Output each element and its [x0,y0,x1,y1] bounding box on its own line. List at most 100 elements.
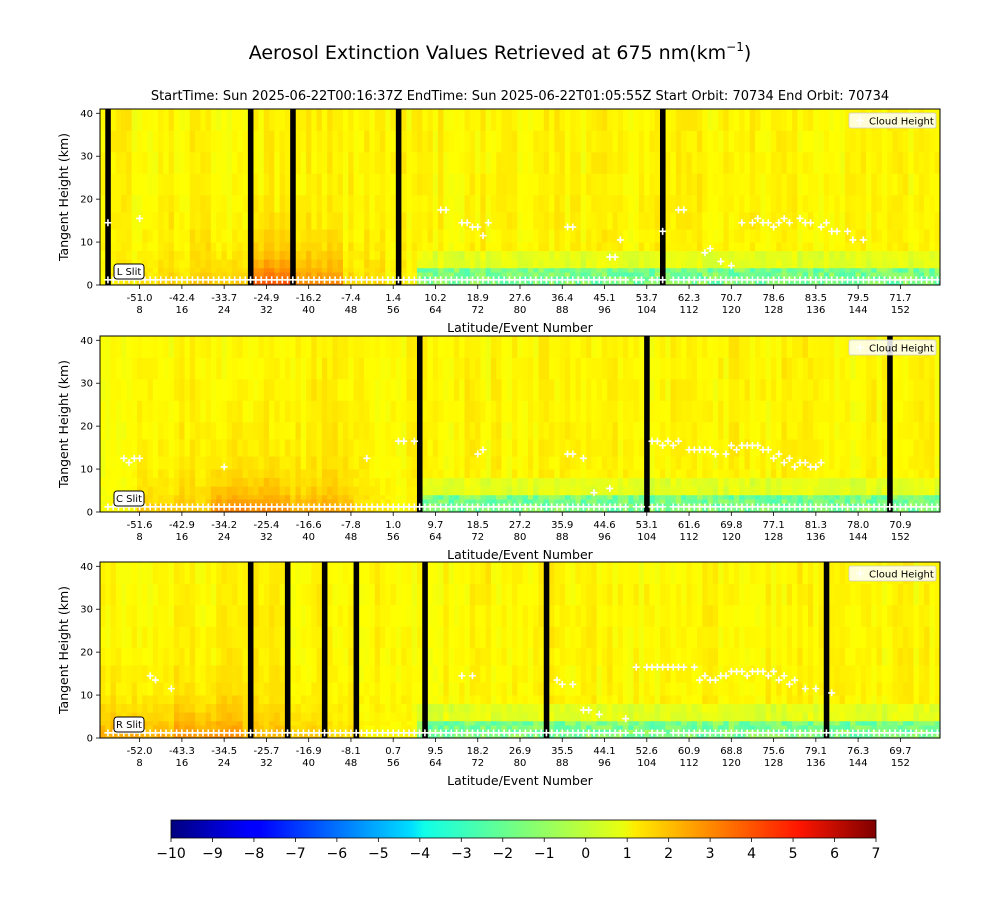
colorbar-tick-label: −6 [327,846,348,862]
x-tick-event: 64 [429,305,442,316]
y-tick-label: 0 [87,734,93,745]
heatmap-cells [100,562,941,739]
y-tick-label: 30 [80,605,93,616]
x-tick-event: 120 [722,532,741,543]
cloud-height-marker [727,262,735,270]
colorbar-tick-label: 4 [747,846,756,862]
cloud-height-marker [717,257,725,265]
x-tick-latitude: 45.1 [593,293,615,304]
x-tick-latitude: 44.1 [593,746,615,757]
x-tick-latitude: -25.4 [253,520,279,531]
x-tick-latitude: 61.6 [678,520,700,531]
x-tick-event: 48 [345,532,358,543]
x-tick-latitude: -25.7 [253,746,279,757]
x-tick-latitude: 70.7 [720,293,742,304]
x-tick-event: 152 [891,758,910,769]
x-tick-latitude: 10.2 [424,293,446,304]
cloud-height-marker [479,446,487,454]
x-tick-latitude: -24.9 [253,293,279,304]
colorbar-tick-label: −1 [534,846,555,862]
cloud-height-marker [622,729,630,737]
x-tick-latitude: -7.8 [341,520,361,531]
cloud-height-marker [659,503,667,511]
x-tick-event: 8 [136,758,142,769]
cloud-height-marker [664,437,672,445]
x-tick-event: 136 [806,305,825,316]
missing-event-column [247,562,254,738]
x-tick-latitude: 27.6 [509,293,531,304]
cloud-height-marker [595,710,603,718]
colorbar-gradient [170,819,877,839]
cloud-height-marker [458,672,466,680]
x-tick-latitude: 79.5 [847,293,869,304]
x-tick-latitude: 26.9 [509,746,531,757]
cloud-height-marker [770,223,778,231]
cloud-height-marker [791,463,799,471]
x-tick-event: 80 [514,758,527,769]
x-tick-latitude: 76.3 [847,746,869,757]
y-tick-label: 10 [80,238,93,249]
cloud-height-marker [796,214,804,222]
x-tick-latitude: 81.3 [805,520,827,531]
x-tick-event: 104 [637,532,656,543]
colorbar-tick-label: 7 [872,846,881,862]
cloud-height-marker [585,706,593,714]
x-tick-event: 120 [722,758,741,769]
cloud-height-marker [659,729,667,737]
cloud-height-marker [569,680,577,688]
cloud-height-marker [474,223,482,231]
cloud-height-marker [722,672,730,680]
cloud-height-marker [738,219,746,227]
y-tick-label: 20 [80,648,93,659]
cloud-height-marker [622,715,630,723]
cloud-height-markers [104,663,941,737]
missing-event-column [105,109,111,285]
cloud-height-marker [764,446,772,454]
cloud-height-marker [775,219,783,227]
x-tick-event: 24 [218,532,231,543]
x-tick-event: 128 [764,305,783,316]
x-tick-event: 64 [429,758,442,769]
colorbar-tick-label: −8 [244,846,265,862]
cloud-height-marker [817,223,825,231]
missing-event-column [887,336,893,512]
cloud-height-marker [785,219,793,227]
cloud-height-marker [701,249,709,257]
colorbar: −10 −9 −8 −7 −6 −5 −4 −3 −2 −1 0 1 2 3 4 5 6 7 [156,819,881,862]
legend-marker [856,343,864,352]
colorbar-tick-label: 3 [706,846,715,862]
x-tick-latitude: -8.1 [341,746,361,757]
slit-label: R Slit [113,716,145,733]
cloud-height-marker [653,437,661,445]
x-tick-event: 40 [302,758,315,769]
x-tick-event: 136 [806,758,825,769]
x-tick-event: 40 [302,305,315,316]
x-tick-latitude: -7.4 [341,293,361,304]
x-tick-event: 56 [387,758,400,769]
x-tick-latitude: 71.7 [889,293,911,304]
cloud-height-marker [844,227,852,235]
x-tick-latitude: 9.7 [428,520,444,531]
cloud-height-marker [638,503,646,511]
cloud-height-marker [775,450,783,458]
cloud-height-marker [738,667,746,675]
x-tick-event: 104 [637,758,656,769]
cloud-height-marker [558,680,566,688]
x-tick-event: 96 [598,532,611,543]
cloud-height-marker [632,663,640,671]
x-tick-latitude: -16.2 [296,293,322,304]
x-tick-latitude: 78.0 [847,520,869,531]
x-tick-latitude: -51.0 [127,293,153,304]
y-axis-label: Tangent Height (km) [56,360,71,489]
cloud-height-marker [569,223,577,231]
x-tick-latitude: -42.4 [169,293,195,304]
cloud-height-marker [606,484,614,492]
x-tick-latitude: 53.7 [636,293,658,304]
colorbar-tick-label: 5 [789,846,798,862]
x-tick-event: 48 [345,305,358,316]
cloud-height-markers [104,206,941,284]
missing-event-column [660,109,666,285]
y-tick-label: 30 [80,379,93,390]
x-tick-latitude: 18.5 [467,520,489,531]
